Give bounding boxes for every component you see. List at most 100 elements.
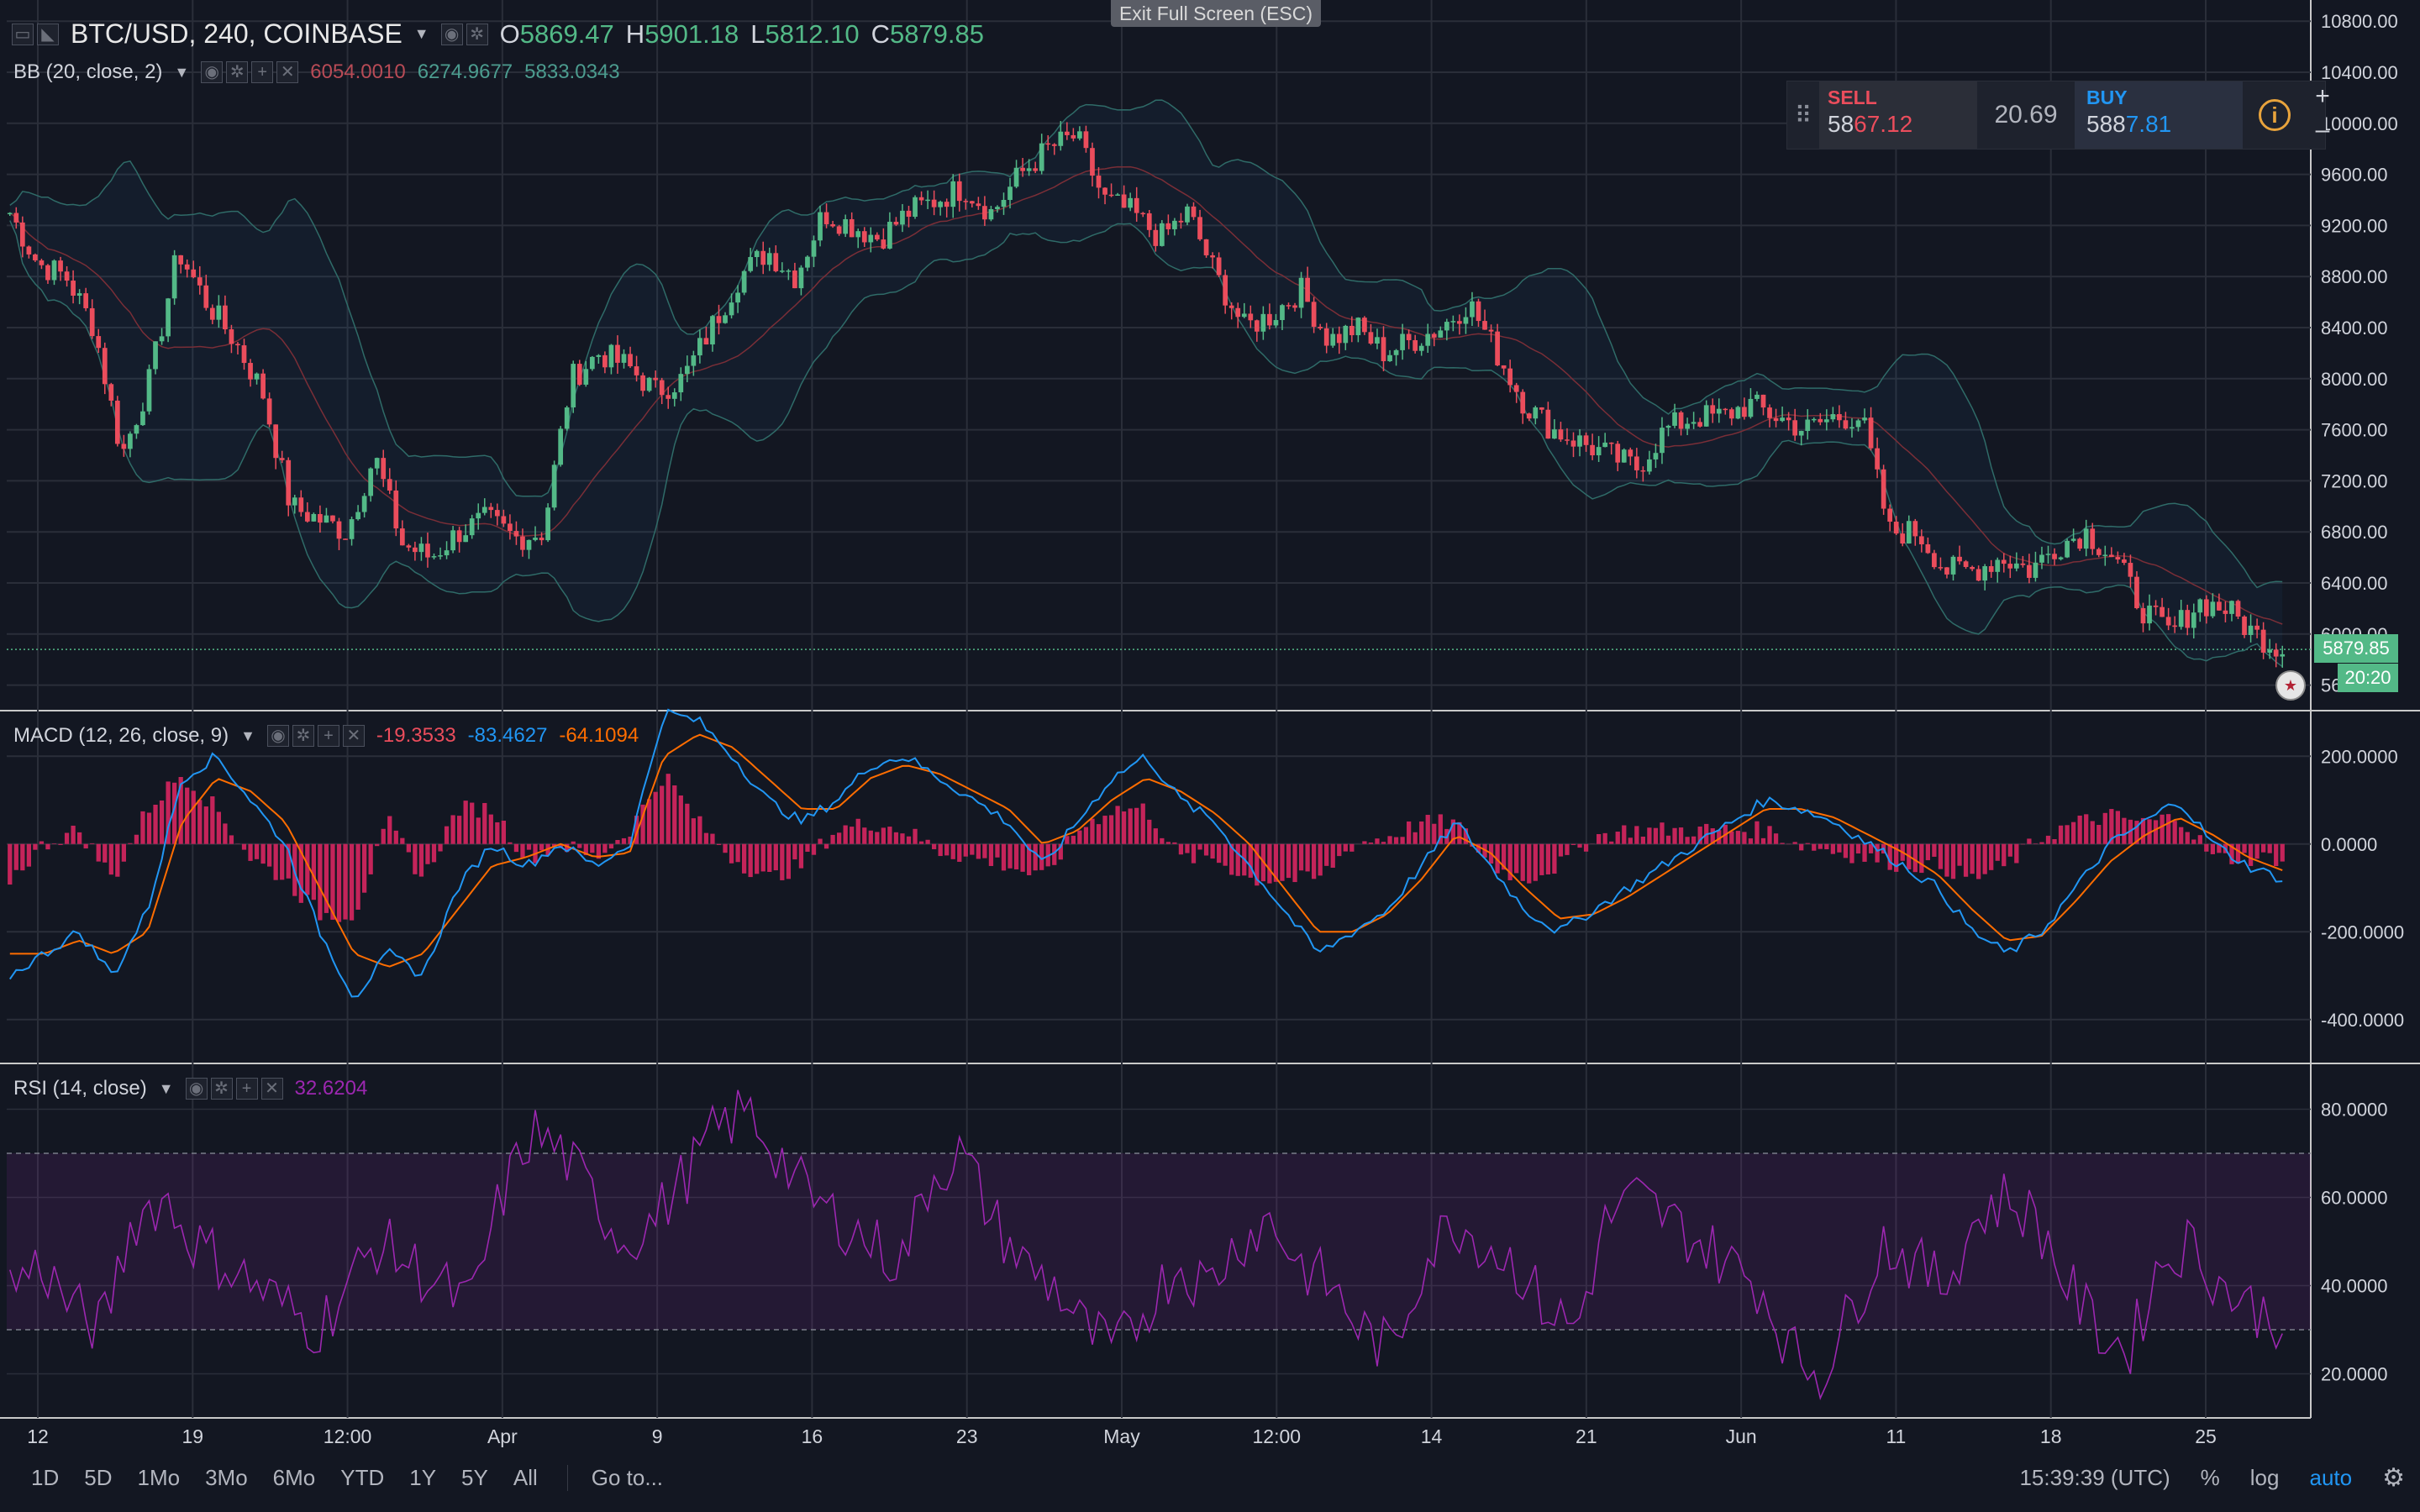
timeframe-6mo[interactable]: 6Mo: [272, 1464, 316, 1490]
open-key: O: [499, 18, 520, 49]
gear-icon[interactable]: ⚙: [2382, 1463, 2405, 1492]
candle-body: [71, 281, 76, 296]
close-icon[interactable]: ✕: [260, 1078, 283, 1100]
macd-tick-label: -200.0000: [2321, 921, 2404, 942]
candle-body: [2001, 559, 2007, 564]
candle-body: [1450, 321, 1456, 323]
candle-body: [1647, 459, 1652, 472]
macd-hist-bar: [2020, 843, 2026, 845]
macd-hist-bar: [1748, 838, 1754, 844]
clock[interactable]: 15:39:39 (UTC): [2019, 1464, 2170, 1490]
candle-body: [361, 496, 367, 512]
macd-hist-bar: [1476, 843, 1481, 853]
timeframe-5y[interactable]: 5Y: [461, 1464, 488, 1490]
macd-hist-bar: [1083, 827, 1089, 844]
candle-body: [469, 518, 475, 536]
sell-button[interactable]: SELL 5867.12: [1819, 81, 1977, 149]
flag-icon[interactable]: ★: [2275, 670, 2306, 701]
time-tick-label: 21: [1576, 1425, 1597, 1447]
candle-body: [2134, 576, 2139, 609]
macd-hist-bar: [115, 843, 120, 877]
drag-handle-icon[interactable]: ⠿: [1794, 102, 1812, 129]
chevron-down-icon[interactable]: ▼: [413, 25, 429, 42]
buy-button[interactable]: BUY 5887.81: [2075, 81, 2243, 149]
bb-label[interactable]: BB (20, close, 2): [13, 60, 163, 83]
eye-icon[interactable]: ◉: [201, 61, 224, 83]
macd-hist-bar: [1001, 843, 1007, 871]
gear-icon[interactable]: ✲: [466, 23, 488, 45]
candle-body: [2090, 528, 2096, 549]
candle-body: [1843, 420, 1849, 429]
macd-hist-bar: [1425, 815, 1430, 844]
info-button[interactable]: i: [2243, 81, 2307, 149]
macd-hist-bar: [900, 833, 905, 844]
candle-body: [1026, 168, 1032, 171]
timeframe-all[interactable]: All: [513, 1464, 538, 1490]
candle-body: [450, 530, 455, 551]
candle-body: [2178, 610, 2184, 627]
candle-body: [925, 199, 930, 202]
eye-icon[interactable]: ◉: [266, 725, 289, 747]
plus-icon[interactable]: +: [251, 61, 274, 83]
chevron-down-icon[interactable]: ▼: [158, 1079, 174, 1097]
goto-button[interactable]: Go to...: [566, 1464, 663, 1491]
plus-icon[interactable]: +: [317, 725, 339, 747]
symbol-title[interactable]: BTC/USD, 240, COINBASE: [71, 18, 402, 49]
eye-icon[interactable]: ◉: [440, 23, 463, 45]
timeframe-1d[interactable]: 1D: [31, 1464, 60, 1490]
candle-body: [1938, 567, 1944, 569]
candle-body: [2108, 554, 2114, 558]
rsi-label[interactable]: RSI (14, close): [13, 1077, 147, 1100]
candle-body: [26, 246, 32, 255]
log-toggle[interactable]: log: [2249, 1464, 2280, 1490]
timeframe-3mo[interactable]: 3Mo: [205, 1464, 248, 1490]
zoom-in-button[interactable]: +: [2315, 82, 2330, 110]
timeframe-ytd[interactable]: YTD: [340, 1464, 385, 1490]
collapse-pane-icon[interactable]: ▭ ◣: [12, 23, 59, 45]
time-tick-label: 16: [802, 1425, 823, 1447]
close-value: 5879.85: [889, 18, 985, 49]
macd-hist-bar: [1773, 833, 1779, 844]
timeframe-1mo[interactable]: 1Mo: [137, 1464, 181, 1490]
candle-body: [39, 260, 45, 265]
close-icon[interactable]: ✕: [276, 61, 299, 83]
gear-icon[interactable]: ✲: [226, 61, 249, 83]
gear-icon[interactable]: ✲: [292, 725, 314, 747]
candle-body: [1185, 206, 1190, 223]
exit-fullscreen-button[interactable]: Exit Full Screen (ESC): [1111, 0, 1321, 27]
macd-hist-bar: [1381, 842, 1386, 844]
price-tick-label: 9200.00: [2321, 215, 2388, 236]
candle-body: [1007, 186, 1013, 200]
candle-body: [1400, 333, 1405, 350]
macd-hist-bar: [1640, 837, 1646, 844]
candle-body: [1950, 556, 1956, 575]
macd-hist-bar: [210, 796, 215, 844]
plus-icon[interactable]: +: [235, 1078, 258, 1100]
macd-hist-bar: [1311, 843, 1317, 879]
candle-body: [913, 197, 918, 218]
candle-body: [735, 292, 740, 303]
candle-body: [1665, 425, 1671, 428]
chevron-down-icon[interactable]: ▼: [174, 63, 190, 81]
macd-hist-bar: [1735, 831, 1741, 844]
eye-icon[interactable]: ◉: [185, 1078, 208, 1100]
chevron-down-icon[interactable]: ▼: [240, 727, 255, 744]
macd-label[interactable]: MACD (12, 26, close, 9): [13, 724, 229, 747]
macd-hist-bar: [450, 815, 455, 844]
low-key: L: [750, 18, 765, 49]
gear-icon[interactable]: ✲: [210, 1078, 233, 1100]
candle-body: [184, 264, 190, 270]
macd-hist-bar: [660, 785, 665, 844]
rsi-line: [9, 1089, 2283, 1400]
timeframe-1y[interactable]: 1Y: [409, 1464, 437, 1490]
candle-body: [2020, 563, 2026, 565]
auto-toggle[interactable]: auto: [2309, 1464, 2353, 1490]
close-icon[interactable]: ✕: [342, 725, 365, 747]
percent-toggle[interactable]: %: [2200, 1464, 2220, 1490]
macd-hist-bar: [343, 843, 348, 920]
macd-hist-bar: [488, 814, 493, 844]
zoom-out-button[interactable]: –: [2315, 116, 2330, 144]
timeframe-5d[interactable]: 5D: [84, 1464, 113, 1490]
candle-body: [1228, 305, 1234, 308]
